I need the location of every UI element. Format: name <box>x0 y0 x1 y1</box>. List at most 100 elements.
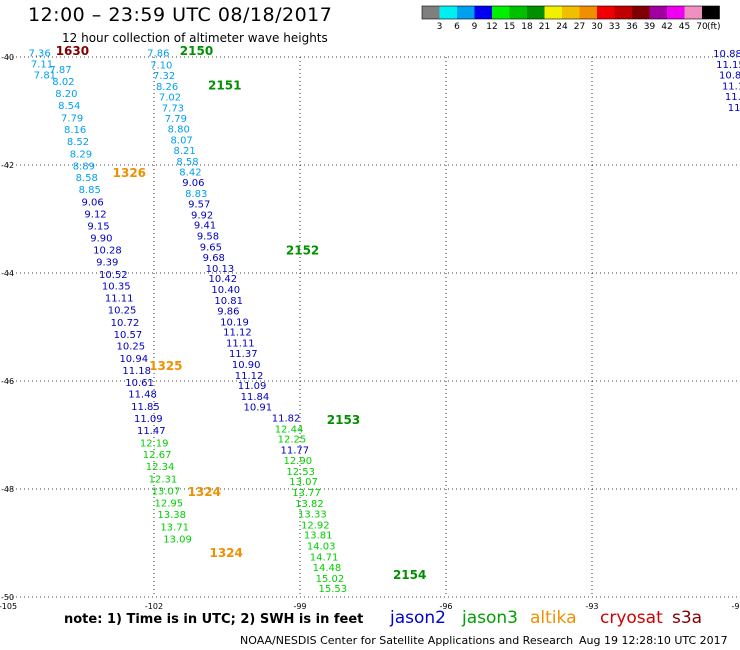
colorbar-tick: 39 <box>644 22 656 32</box>
swh-point-label: 7.87 <box>49 65 71 76</box>
swh-point-label: 13.09 <box>163 534 192 545</box>
colorbar-swatch <box>544 6 562 19</box>
swh-point-label: 15.02 <box>316 574 345 585</box>
x-tick-label: -90 <box>731 602 740 611</box>
page-title: 12:00 – 23:59 UTC 08/18/2017 <box>28 4 333 26</box>
y-tick-label: -44 <box>1 269 14 278</box>
colorbar-tick: 6 <box>454 22 460 32</box>
swh-point-label: 8.29 <box>70 149 92 160</box>
swh-point-label: 10.94 <box>119 354 148 365</box>
swh-point-label: 7.79 <box>165 114 187 125</box>
swh-point-label: 14.71 <box>310 552 339 563</box>
swh-point-label: 8.16 <box>64 125 86 136</box>
colorbar-tick: 15 <box>504 22 515 32</box>
swh-point-label: 8.54 <box>58 101 80 112</box>
swh-point-label: 12.95 <box>154 498 183 509</box>
colorbar-swatch <box>667 6 685 19</box>
swh-point-label: 7.11 <box>31 59 53 70</box>
swh-point-label: 11.18 <box>122 366 151 377</box>
swh-point-label: 11.09 <box>238 381 267 392</box>
swh-point-label: 7.36 <box>28 48 50 59</box>
swh-point-label: 8.83 <box>185 189 207 200</box>
swh-point-label: 9.92 <box>191 210 213 221</box>
legend-cryosat: cryosat <box>600 608 663 628</box>
swh-point-label: 13.71 <box>160 523 189 534</box>
pass-time-tag: 1326 <box>113 166 146 180</box>
pass-time-tag: 2154 <box>393 568 426 582</box>
colorbar-swatch <box>509 6 527 19</box>
swh-point-label: 12.25 <box>278 435 307 446</box>
colorbar-swatch <box>649 6 667 19</box>
swh-point-label: 7.73 <box>162 104 184 115</box>
swh-point-label: 12.90 <box>283 456 312 467</box>
swh-point-label: 11.09 <box>134 414 163 425</box>
colorbar-tick: 36 <box>626 22 638 32</box>
swh-point-label: 7.02 <box>159 93 181 104</box>
colorbar-swatch <box>527 6 545 19</box>
swh-point-label: 7.32 <box>153 71 175 82</box>
swh-point-label: 7.81 <box>34 71 56 82</box>
swh-point-label: 10.19 <box>220 317 249 328</box>
swh-point-label: 15.53 <box>318 584 347 595</box>
swh-point-label: 10.42 <box>209 274 238 285</box>
swh-point-label: 11.47 <box>137 426 166 437</box>
colorbar-tick: 42 <box>661 22 672 32</box>
colorbar-tick: 70 <box>696 22 708 32</box>
colorbar-swatch <box>597 6 615 19</box>
colorbar-swatch <box>492 6 510 19</box>
swh-point-label: 11.84 <box>241 392 270 403</box>
x-tick-label: -93 <box>585 602 598 611</box>
swh-point-label: 9.57 <box>188 200 210 211</box>
colorbar-tick: 33 <box>609 22 620 32</box>
swh-point-label: 12.31 <box>149 475 178 486</box>
colorbar-unit: (ft) <box>707 22 721 32</box>
swh-point-label: 12.34 <box>146 462 175 473</box>
swh-point-label: 8.26 <box>156 82 178 93</box>
swh-point-label: 11.12 <box>223 328 252 339</box>
page-subtitle: 12 hour collection of altimeter wave hei… <box>62 31 328 45</box>
swh-point-label: 7.79 <box>61 113 83 124</box>
swh-point-label: 8.02 <box>52 77 74 88</box>
swh-point-label: 10.35 <box>102 282 131 293</box>
pass-time-tag: 1324 <box>188 485 221 499</box>
swh-point-label: 8.21 <box>173 146 195 157</box>
colorbar-swatch <box>422 6 440 19</box>
colorbar-tick: 9 <box>472 22 478 32</box>
y-tick-label: -42 <box>1 161 14 170</box>
colorbar-swatch <box>702 6 720 19</box>
swh-point-label: 11.1 <box>722 81 740 92</box>
footer-note: note: 1) Time is in UTC; 2) SWH is in fe… <box>64 612 364 627</box>
swh-point-label: 10.61 <box>125 378 154 389</box>
swh-point-label: 10.25 <box>117 342 146 353</box>
legend-altika: altika <box>530 608 577 628</box>
swh-point-label: 9.41 <box>194 221 216 232</box>
swh-point-label: 9.65 <box>200 242 222 253</box>
swh-point-label: 12.67 <box>143 450 172 461</box>
swh-point-label: 10.57 <box>114 330 143 341</box>
swh-point-label: 8.80 <box>168 125 190 136</box>
pass-time-tag: 1324 <box>209 546 242 560</box>
colorbar-swatch <box>579 6 597 19</box>
swh-point-label: 11.12 <box>235 371 264 382</box>
legend-jason2: jason2 <box>390 608 446 628</box>
y-tick-label: -48 <box>1 485 14 494</box>
swh-point-label: 10.72 <box>111 318 140 329</box>
swh-point-label: 11.4 <box>725 92 740 103</box>
pass-time-tag: 1325 <box>149 359 182 373</box>
swh-point-label: 8.20 <box>55 89 77 100</box>
y-tick-label: -50 <box>1 593 14 602</box>
colorbar-swatch <box>474 6 492 19</box>
colorbar-tick: 18 <box>521 22 533 32</box>
swh-point-label: 10.40 <box>211 285 240 296</box>
swh-point-label: 9.06 <box>81 198 103 209</box>
swh-point-label: 12.44 <box>275 424 304 435</box>
pass-time-tag: 1630 <box>56 44 89 58</box>
swh-point-label: 14.48 <box>313 563 342 574</box>
swh-point-label: 11.37 <box>229 349 258 360</box>
colorbar-swatch <box>614 6 632 19</box>
swh-point-label: 11.11 <box>105 294 134 305</box>
swh-point-label: 13.07 <box>289 477 318 488</box>
swh-point-label: 8.07 <box>171 135 193 146</box>
swh-point-label: 11.85 <box>131 402 160 413</box>
swh-point-label: 10.28 <box>93 246 122 257</box>
